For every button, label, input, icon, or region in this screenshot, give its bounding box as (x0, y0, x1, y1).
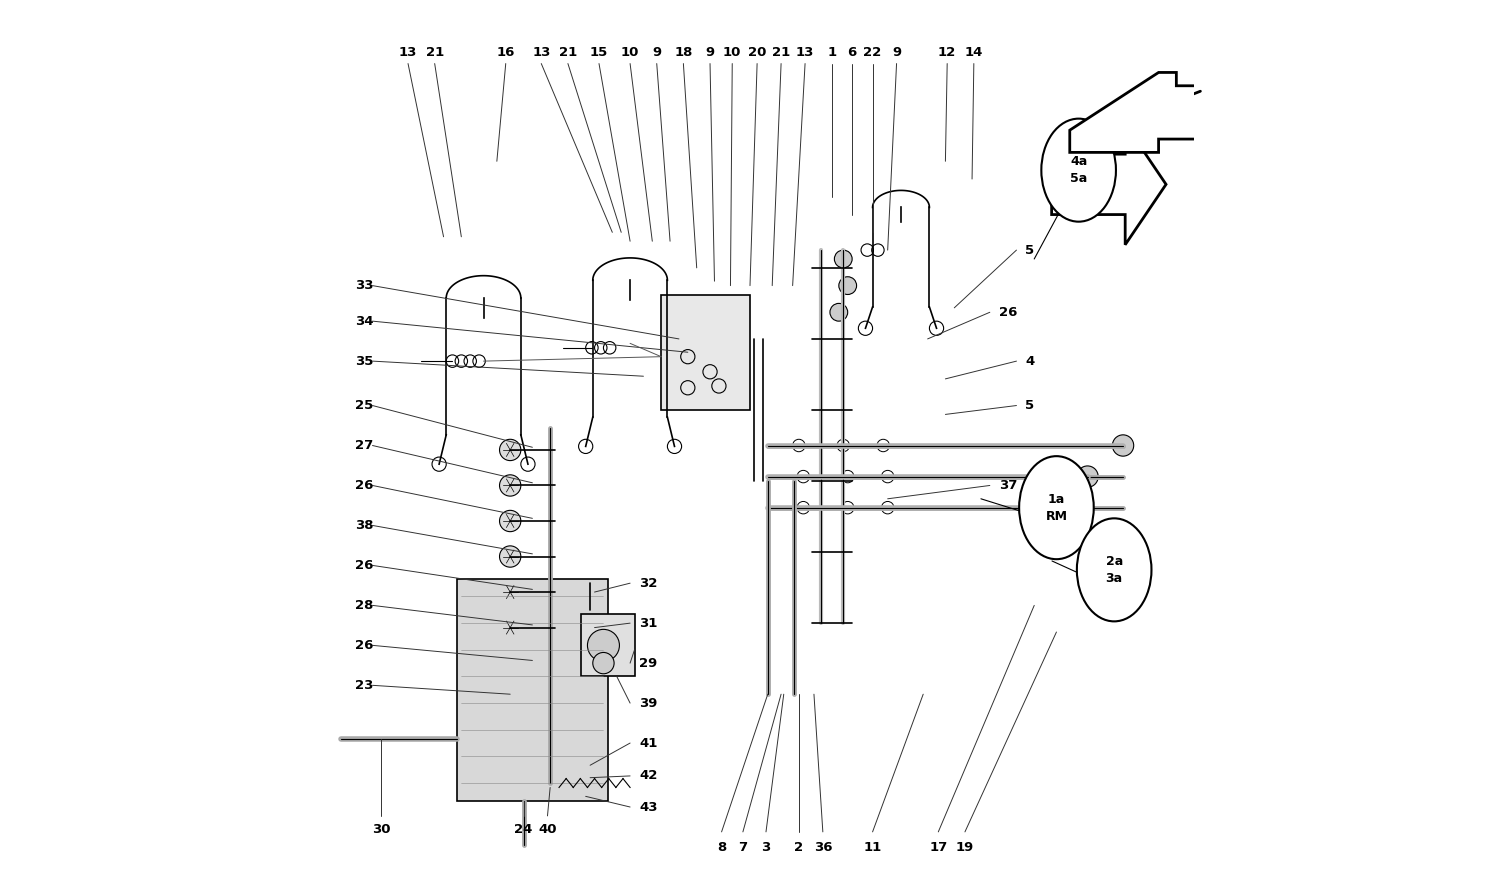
Circle shape (500, 582, 520, 602)
Text: 11: 11 (864, 841, 882, 854)
Text: 26: 26 (999, 306, 1017, 319)
Text: 27: 27 (354, 439, 374, 452)
Text: 4: 4 (1026, 355, 1035, 368)
Text: 41: 41 (639, 737, 657, 749)
Text: 26: 26 (354, 639, 374, 652)
Circle shape (1077, 466, 1098, 487)
Text: 28: 28 (354, 599, 374, 612)
Text: 32: 32 (639, 576, 657, 590)
Text: 17: 17 (928, 841, 948, 854)
Ellipse shape (1077, 519, 1152, 621)
Text: 9: 9 (652, 46, 662, 59)
Text: 15: 15 (590, 46, 608, 59)
Circle shape (834, 250, 852, 268)
Circle shape (500, 546, 520, 568)
Text: 22: 22 (864, 46, 882, 59)
Text: 13: 13 (796, 46, 814, 59)
Circle shape (1041, 497, 1062, 519)
Text: 19: 19 (956, 841, 974, 854)
Text: 29: 29 (639, 657, 657, 670)
Polygon shape (1052, 124, 1166, 245)
Text: 5: 5 (1026, 399, 1035, 412)
Polygon shape (1070, 72, 1212, 152)
Text: 31: 31 (639, 617, 657, 630)
Text: 5: 5 (1026, 243, 1035, 257)
Text: 30: 30 (372, 823, 390, 836)
Circle shape (592, 652, 613, 674)
Text: 38: 38 (354, 519, 374, 532)
Text: 36: 36 (813, 841, 832, 854)
Text: 10: 10 (621, 46, 639, 59)
Circle shape (588, 629, 620, 661)
Text: 1a
RM: 1a RM (1046, 493, 1068, 523)
Text: 14: 14 (964, 46, 982, 59)
Text: 21: 21 (560, 46, 578, 59)
Text: 13: 13 (532, 46, 550, 59)
Text: 16: 16 (496, 46, 514, 59)
Text: 21: 21 (426, 46, 444, 59)
Text: 34: 34 (354, 315, 374, 328)
Circle shape (1113, 435, 1134, 456)
Text: 23: 23 (354, 679, 374, 691)
Circle shape (500, 511, 520, 532)
Ellipse shape (1019, 456, 1094, 560)
Text: 3: 3 (762, 841, 771, 854)
Text: 26: 26 (354, 559, 374, 572)
FancyBboxPatch shape (662, 295, 750, 410)
Text: 4a
5a: 4a 5a (1070, 155, 1088, 185)
Text: 9: 9 (892, 46, 902, 59)
Text: 2a
3a: 2a 3a (1106, 555, 1124, 584)
Text: 43: 43 (639, 800, 657, 813)
Text: 39: 39 (639, 697, 657, 709)
Text: 37: 37 (999, 479, 1017, 492)
FancyBboxPatch shape (580, 614, 634, 676)
Circle shape (830, 303, 848, 321)
Text: 24: 24 (514, 823, 532, 836)
Text: 18: 18 (674, 46, 693, 59)
Text: 6: 6 (847, 46, 856, 59)
Ellipse shape (1041, 119, 1116, 222)
Text: 26: 26 (354, 479, 374, 492)
Text: 9: 9 (705, 46, 714, 59)
Text: 20: 20 (748, 46, 766, 59)
Text: 7: 7 (738, 841, 747, 854)
Text: 1: 1 (827, 46, 837, 59)
Text: 35: 35 (354, 355, 374, 368)
Circle shape (500, 475, 520, 496)
Circle shape (839, 277, 856, 295)
Text: 12: 12 (938, 46, 957, 59)
FancyBboxPatch shape (458, 579, 608, 801)
Circle shape (500, 617, 520, 638)
Text: 40: 40 (538, 823, 556, 836)
Text: 10: 10 (723, 46, 741, 59)
Text: 25: 25 (354, 399, 374, 412)
Text: 33: 33 (354, 279, 374, 292)
Text: 21: 21 (772, 46, 790, 59)
Circle shape (500, 439, 520, 461)
Text: 8: 8 (717, 841, 726, 854)
Text: 2: 2 (795, 841, 804, 854)
Text: 13: 13 (399, 46, 417, 59)
Text: 42: 42 (639, 770, 657, 782)
